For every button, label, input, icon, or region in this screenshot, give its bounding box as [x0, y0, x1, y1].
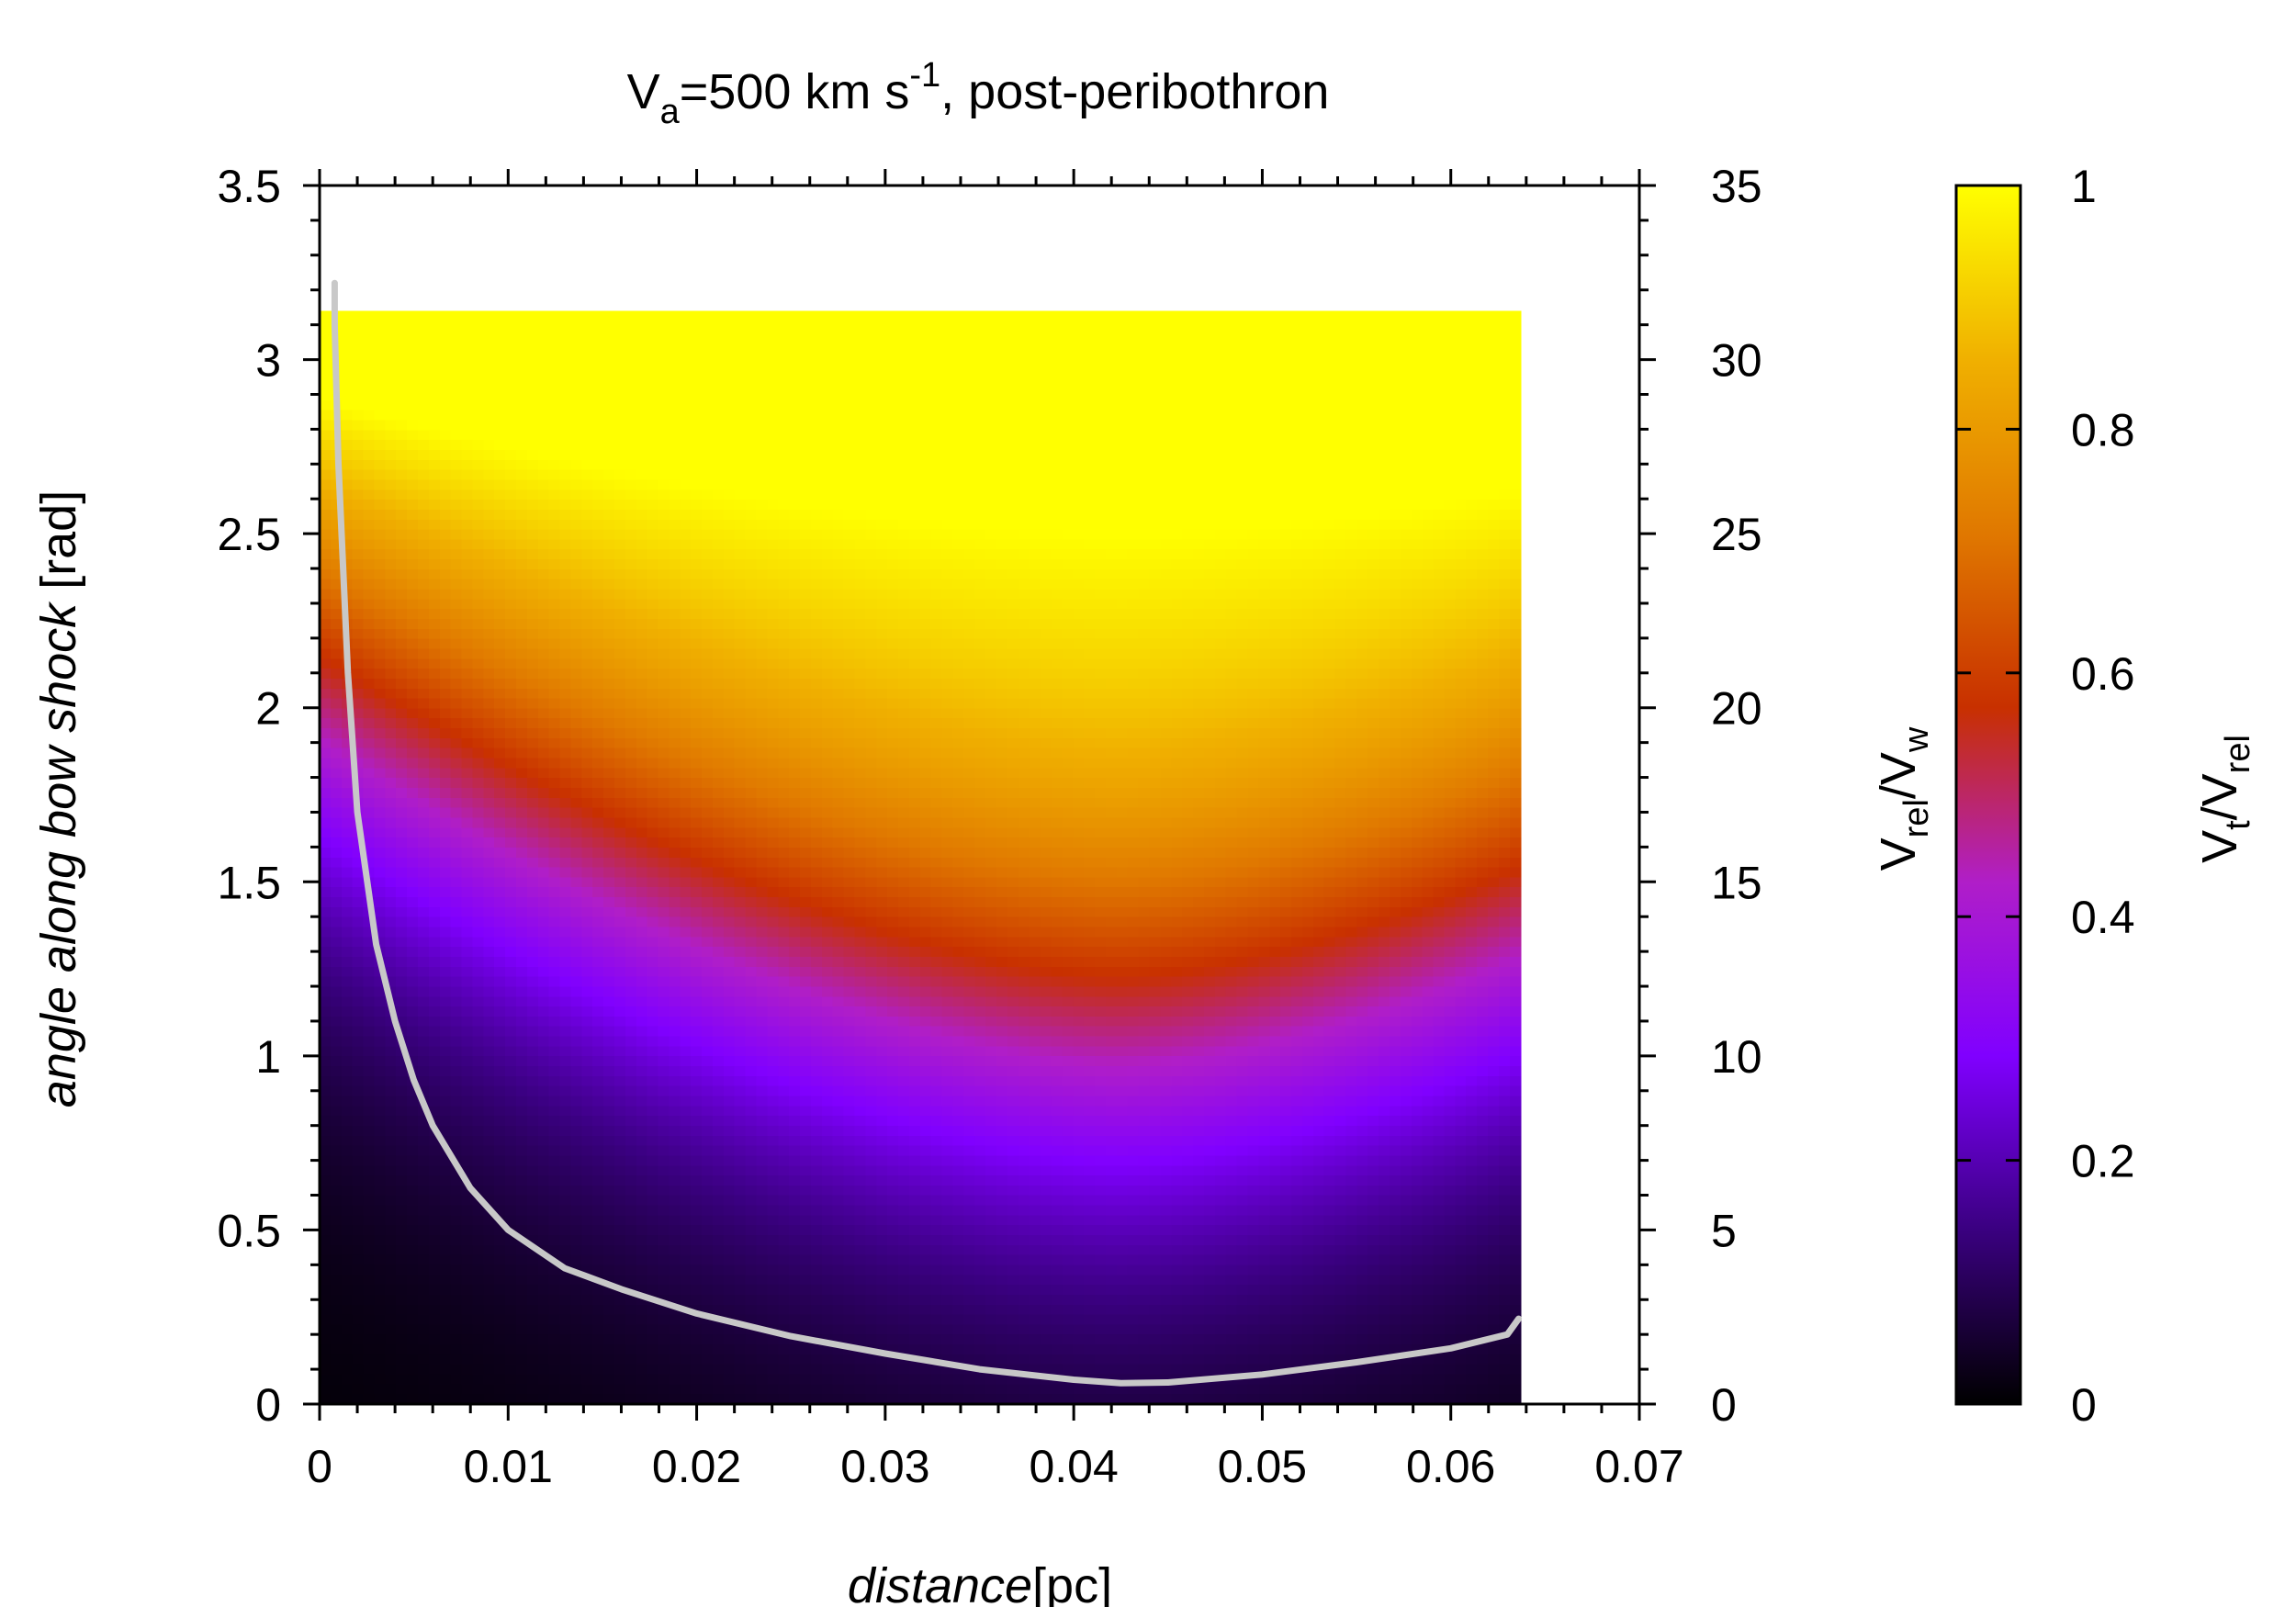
y-tick-label: 1.5	[217, 857, 281, 908]
cb-tick-label: 0.6	[2071, 648, 2135, 700]
y2-tick-label: 25	[1711, 509, 1762, 560]
tick-labels: 0 0.01 0.02 0.03 0.04 0.05 0.06 0.07 0 0.5 1 1.5 2 2.…	[217, 161, 2134, 1492]
heatmap	[320, 310, 1522, 1405]
y-tick-label: 3	[255, 335, 281, 387]
y-tick-label: 0	[255, 1379, 281, 1431]
y-tick-label: 1	[255, 1031, 281, 1083]
y-axis-title: angle along bow shock [rad]	[31, 490, 86, 1107]
chart-title: Va=500 km s-1, post-peribothron	[627, 56, 1330, 131]
y2-tick-label: 35	[1711, 161, 1762, 212]
x-tick-label: 0.06	[1406, 1441, 1495, 1492]
x-tick-label: 0.07	[1594, 1441, 1683, 1492]
x-tick-label: 0.05	[1218, 1441, 1307, 1492]
y2-tick-label: 30	[1711, 335, 1762, 387]
plot-frame	[318, 184, 1641, 1406]
y-tick-label: 2	[255, 683, 281, 735]
x-tick-label: 0.03	[840, 1441, 929, 1492]
y2-axis-title: Vrel/Vw	[1871, 726, 1936, 871]
cb-tick-label: 0.4	[2071, 892, 2135, 943]
y2-tick-label: 15	[1711, 857, 1762, 908]
colorbar-ticks	[1956, 184, 2020, 1406]
x-tick-label: 0.04	[1029, 1441, 1118, 1492]
cb-tick-label: 0.8	[2071, 404, 2135, 455]
cb-tick-label: 1	[2071, 161, 2097, 212]
x-tick-label: 0.02	[652, 1441, 741, 1492]
contour-line	[331, 279, 1523, 1387]
colorbar	[1954, 184, 2022, 1406]
y2-tick-label: 5	[1711, 1205, 1737, 1256]
cb-tick-label: 0	[2071, 1379, 2097, 1431]
y2-tick-label: 20	[1711, 683, 1762, 735]
x-tick-label: 0.01	[464, 1441, 553, 1492]
x-axis-title: distance[pc]	[848, 1558, 1112, 1607]
axis-ticks	[303, 169, 1656, 1421]
colorbar-title: Vt/Vrel	[2192, 735, 2257, 863]
y-tick-label: 0.5	[217, 1205, 281, 1256]
cb-tick-label: 0.2	[2071, 1136, 2135, 1187]
y2-tick-label: 10	[1711, 1031, 1762, 1083]
y-tick-label: 3.5	[217, 161, 281, 212]
y-tick-label: 2.5	[217, 509, 281, 560]
x-tick-label: 0	[307, 1441, 332, 1492]
y2-tick-label: 0	[1711, 1379, 1737, 1431]
